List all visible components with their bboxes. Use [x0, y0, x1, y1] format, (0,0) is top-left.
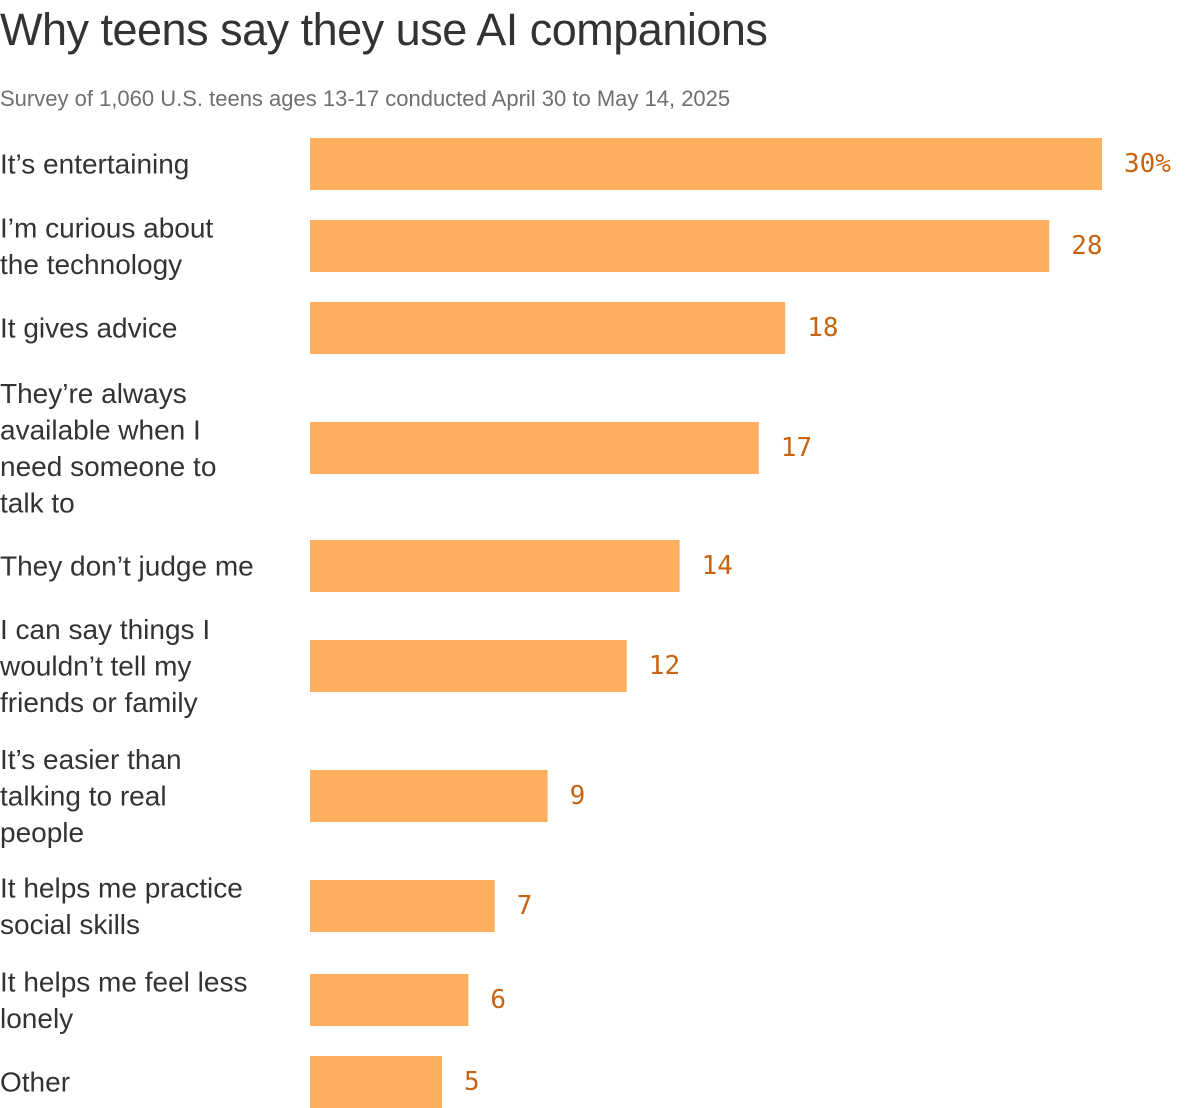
bar [310, 422, 759, 474]
value-label: 30% [1124, 149, 1171, 179]
category-label: It helps me practice social skills [0, 872, 243, 940]
bar [310, 880, 495, 932]
bar [310, 1056, 442, 1108]
category-label: I’m curious about the technology [0, 212, 213, 280]
bar [310, 138, 1102, 190]
bar [310, 220, 1050, 272]
value-label: 9 [570, 781, 586, 811]
value-label: 7 [517, 891, 533, 921]
bar [310, 770, 548, 822]
category-label: It gives advice [0, 313, 177, 344]
value-label: 14 [702, 551, 733, 581]
bar [310, 302, 786, 354]
value-label: 28 [1071, 231, 1102, 261]
category-label: They don’t judge me [0, 551, 254, 582]
category-label: It’s easier than talking to real people [0, 744, 182, 848]
bar [310, 974, 469, 1026]
bar [310, 540, 680, 592]
category-label: Other [0, 1067, 70, 1098]
bar [310, 640, 627, 692]
value-label: 18 [807, 313, 838, 343]
chart-subtitle: Survey of 1,060 U.S. teens ages 13-17 co… [0, 86, 731, 111]
category-label: It’s entertaining [0, 149, 189, 180]
chart-title: Why teens say they use AI companions [0, 4, 768, 55]
value-label: 6 [490, 985, 506, 1015]
category-label: It helps me feel less lonely [0, 966, 247, 1034]
value-label: 5 [464, 1067, 480, 1097]
value-label: 17 [781, 433, 812, 463]
value-label: 12 [649, 651, 680, 681]
